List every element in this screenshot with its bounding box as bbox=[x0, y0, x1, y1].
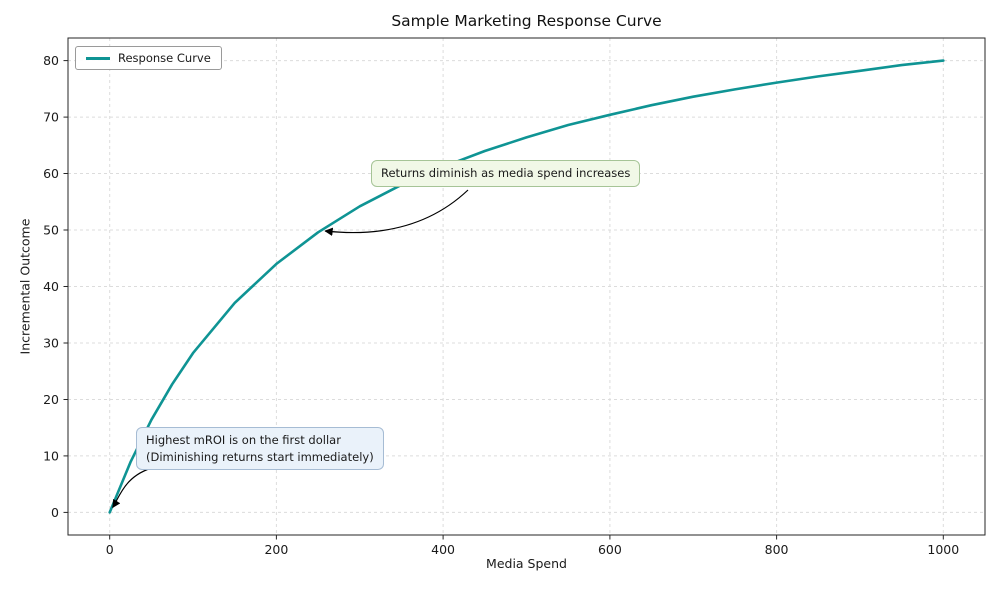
y-tick-label: 40 bbox=[43, 279, 59, 294]
tick-marks bbox=[63, 60, 944, 540]
x-tick-label: 0 bbox=[106, 542, 114, 557]
y-tick-label: 10 bbox=[43, 448, 59, 463]
annotation-diminishing-returns-text: Returns diminish as media spend increase… bbox=[381, 166, 631, 180]
y-tick-label: 80 bbox=[43, 53, 59, 68]
x-axis-label: Media Spend bbox=[486, 556, 567, 571]
x-tick-label: 1000 bbox=[927, 542, 959, 557]
annotation-first-dollar-line1: Highest mROI is on the first dollar bbox=[146, 433, 341, 447]
x-tick-label: 800 bbox=[765, 542, 789, 557]
y-tick-label: 0 bbox=[51, 505, 59, 520]
legend-label: Response Curve bbox=[118, 51, 211, 65]
tick-labels: 0 200 400 600 800 1000 0 10 20 30 40 50 60 70 80 bbox=[43, 53, 959, 557]
y-tick-label: 30 bbox=[43, 336, 59, 351]
annotation-first-dollar: Highest mROI is on the first dollar (Dim… bbox=[136, 427, 384, 471]
legend: Response Curve bbox=[75, 46, 222, 70]
y-tick-label: 60 bbox=[43, 166, 59, 181]
annotation-diminishing-returns: Returns diminish as media spend increase… bbox=[371, 160, 641, 187]
y-tick-label: 50 bbox=[43, 223, 59, 238]
legend-line-sample-icon bbox=[86, 56, 110, 60]
annotation-first-dollar-line2: (Diminishing returns start immediately) bbox=[146, 449, 374, 464]
plot-border bbox=[67, 37, 986, 536]
y-tick-label: 70 bbox=[43, 110, 59, 125]
response-curve-line bbox=[108, 59, 945, 514]
annotation-arrow-diminish bbox=[324, 189, 469, 236]
x-tick-label: 400 bbox=[431, 542, 455, 557]
x-tick-label: 600 bbox=[598, 542, 622, 557]
y-tick-label: 20 bbox=[43, 392, 59, 407]
chart-title: Sample Marketing Response Curve bbox=[391, 12, 662, 30]
x-tick-label: 200 bbox=[264, 542, 288, 557]
y-axis-label: Incremental Outcome bbox=[17, 218, 33, 355]
